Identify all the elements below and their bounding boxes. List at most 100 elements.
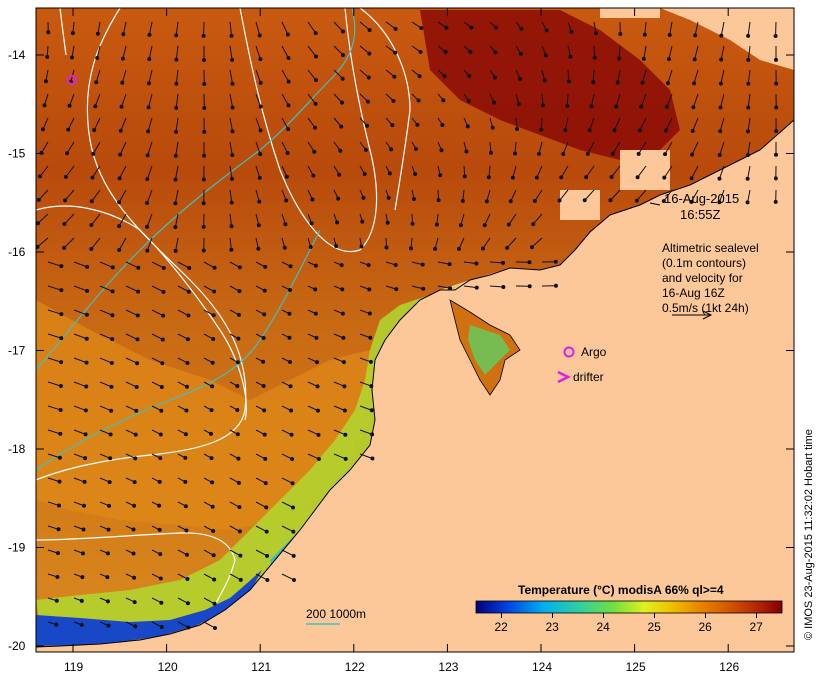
velocity-vector-head	[256, 246, 261, 251]
velocity-vector	[691, 141, 699, 155]
velocity-vector-head	[263, 481, 268, 486]
velocity-vector-head	[80, 575, 85, 580]
velocity-vector	[125, 333, 138, 340]
velocity-vector-head	[287, 311, 292, 316]
velocity-vector-head	[209, 456, 214, 461]
velocity-vector-head	[494, 25, 499, 30]
velocity-vector-head	[256, 223, 261, 228]
velocity-vector-head	[261, 359, 266, 364]
velocity-vector-head	[610, 151, 615, 156]
velocity-vector-head	[109, 361, 114, 366]
velocity-vector-head	[774, 81, 779, 86]
velocity-vector	[281, 573, 295, 581]
velocity-vector	[564, 117, 569, 131]
velocity-vector-head	[107, 503, 112, 508]
velocity-vector	[67, 117, 75, 130]
velocity-vector	[94, 93, 101, 107]
velocity-vector	[669, 21, 673, 36]
velocity-vector	[255, 165, 261, 179]
velocity-vector	[690, 189, 699, 203]
velocity-vector-head	[84, 384, 89, 389]
velocity-vector-head	[117, 247, 122, 252]
velocity-vector-head	[534, 175, 539, 180]
velocity-vector	[281, 117, 289, 130]
velocity-vector	[125, 285, 139, 293]
velocity-vector-head	[689, 176, 694, 181]
velocity-vector-head	[110, 265, 115, 270]
velocity-vector-head	[289, 432, 294, 437]
velocity-vector	[99, 309, 113, 316]
velocity-vector-head	[58, 384, 63, 389]
velocity-vector-head	[110, 289, 115, 294]
velocity-vector	[333, 69, 344, 80]
velocity-vector-head	[516, 102, 521, 107]
velocity-vector-head	[91, 151, 96, 156]
velocity-vector-head	[147, 32, 152, 37]
velocity-vector-head	[341, 360, 346, 365]
velocity-vector-head	[415, 122, 420, 127]
velocity-vector-head	[82, 479, 87, 484]
velocity-vector	[747, 21, 751, 36]
velocity-vector-head	[183, 479, 188, 484]
velocity-vector-head	[185, 337, 190, 342]
velocity-vector-head	[410, 221, 415, 226]
velocity-vector-head	[57, 479, 62, 484]
velocity-vector	[47, 333, 62, 339]
velocity-vector	[177, 285, 190, 293]
velocity-vector	[719, 117, 725, 132]
velocity-vector-head	[518, 51, 523, 56]
velocity-vector	[359, 381, 372, 387]
velocity-vector-head	[745, 153, 750, 158]
colorbar-title: Temperature (°C) modisA 66% ql>=4	[518, 583, 724, 597]
velocity-vector-head	[608, 198, 613, 203]
velocity-vector-head	[173, 129, 178, 134]
velocity-vector-head	[201, 201, 206, 206]
velocity-vector-head	[447, 262, 452, 267]
velocity-vector-head	[135, 361, 140, 366]
velocity-vector-head	[337, 172, 342, 177]
velocity-vector-head	[413, 172, 418, 177]
velocity-vector	[592, 69, 595, 83]
velocity-vector-head	[417, 74, 422, 79]
velocity-vector	[121, 69, 127, 83]
velocity-vector	[73, 285, 88, 292]
velocity-vector-head	[174, 105, 179, 110]
velocity-vector	[693, 69, 699, 84]
velocity-vector-head	[745, 200, 750, 205]
velocity-vector-head	[110, 337, 115, 342]
velocity-vector	[93, 117, 101, 131]
velocity-vector-head	[69, 55, 74, 60]
velocity-vector	[40, 141, 49, 154]
velocity-vector	[64, 213, 75, 225]
velocity-vector	[281, 45, 289, 59]
velocity-vector-head	[394, 287, 399, 292]
velocity-vector	[229, 21, 233, 36]
velocity-vector-head	[132, 575, 137, 580]
lon-label: 125	[626, 660, 646, 674]
velocity-vector-head	[67, 103, 72, 108]
velocity-vector	[644, 21, 647, 35]
velocity-vector-head	[55, 551, 60, 556]
velocity-vector-head	[366, 75, 371, 80]
velocity-vector-head	[553, 283, 558, 288]
velocity-vector-head	[420, 262, 425, 267]
velocity-vector-head	[639, 104, 644, 109]
velocity-vector-head	[465, 124, 470, 129]
velocity-vector-head	[158, 552, 163, 557]
velocity-vector-head	[439, 148, 444, 153]
velocity-vector-head	[84, 360, 89, 365]
velocity-vector	[691, 165, 699, 179]
velocity-vector-head	[236, 480, 241, 485]
velocity-vector	[73, 405, 87, 411]
velocity-vector-head	[340, 52, 345, 57]
velocity-vector	[73, 357, 87, 364]
velocity-vector-head	[258, 104, 263, 109]
velocity-vector-head	[532, 198, 537, 203]
velocity-vector-head	[109, 384, 114, 389]
velocity-vector-head	[120, 56, 125, 61]
velocity-vector	[151, 309, 164, 317]
velocity-vector-head	[257, 175, 262, 180]
velocity-vector-head	[62, 222, 67, 227]
velocity-vector-head	[59, 336, 64, 341]
velocity-vector	[458, 237, 465, 250]
